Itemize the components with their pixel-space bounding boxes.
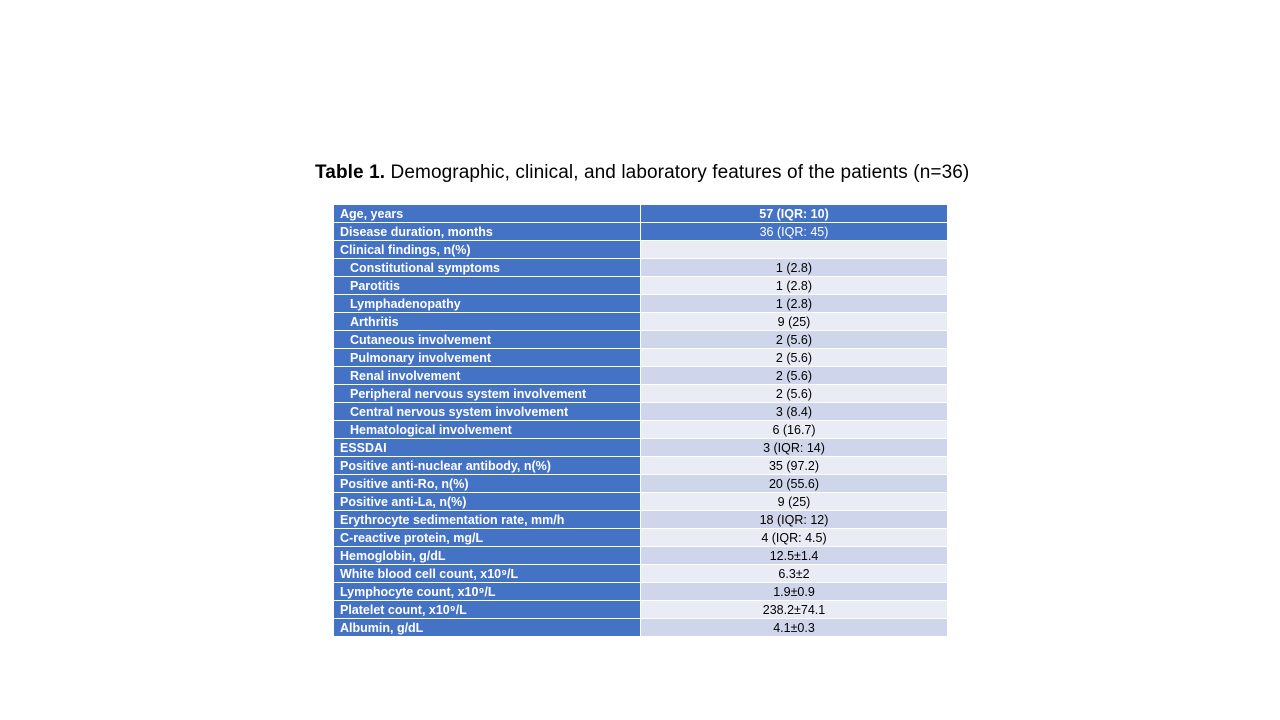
row-value: 4.1±0.3 [640, 618, 948, 637]
table-row: Platelet count, x10⁹/L 238.2±74.1 [333, 600, 948, 619]
row-value: 3 (IQR: 14) [640, 438, 948, 457]
row-label: C-reactive protein, mg/L [333, 528, 641, 547]
row-label: ESSDAI [333, 438, 641, 457]
row-value: 9 (25) [640, 492, 948, 511]
row-label: Renal involvement [333, 366, 641, 385]
table-row: Age, years 57 (IQR: 10) [333, 204, 948, 223]
table-row: Cutaneous involvement 2 (5.6) [333, 330, 948, 349]
caption-text: Demographic, clinical, and laboratory fe… [390, 162, 970, 183]
row-value: 36 (IQR: 45) [640, 222, 948, 241]
table-row: Clinical findings, n(%) [333, 240, 948, 259]
row-value: 3 (8.4) [640, 402, 948, 421]
row-value: 12.5±1.4 [640, 546, 948, 565]
row-label: Platelet count, x10⁹/L [333, 600, 641, 619]
table-row: C-reactive protein, mg/L 4 (IQR: 4.5) [333, 528, 948, 547]
row-value: 1.9±0.9 [640, 582, 948, 601]
row-value: 6 (16.7) [640, 420, 948, 439]
row-label: Constitutional symptoms [333, 258, 641, 277]
table-row: Peripheral nervous system involvement 2 (… [333, 384, 948, 403]
row-value: 2 (5.6) [640, 348, 948, 367]
row-value: 2 (5.6) [640, 366, 948, 385]
table-row: Albumin, g/dL 4.1±0.3 [333, 618, 948, 637]
features-table: Age, years 57 (IQR: 10) Disease duration, … [333, 204, 948, 637]
table-row: Disease duration, months 36 (IQR: 45) [333, 222, 948, 241]
row-label: White blood cell count, x10⁹/L [333, 564, 641, 583]
row-label: Central nervous system involvement [333, 402, 641, 421]
row-value: 18 (IQR: 12) [640, 510, 948, 529]
row-value: 2 (5.6) [640, 330, 948, 349]
row-label: Age, years [333, 204, 641, 223]
table-row: Pulmonary involvement 2 (5.6) [333, 348, 948, 367]
table-row: White blood cell count, x10⁹/L 6.3±2 [333, 564, 948, 583]
row-value: 238.2±74.1 [640, 600, 948, 619]
row-value: 57 (IQR: 10) [640, 204, 948, 223]
table-row: Erythrocyte sedimentation rate, mm/h 18 (… [333, 510, 948, 529]
row-value: 4 (IQR: 4.5) [640, 528, 948, 547]
row-label: Lymphadenopathy [333, 294, 641, 313]
row-label: Lymphocyte count, x10⁹/L [333, 582, 641, 601]
row-value: 2 (5.6) [640, 384, 948, 403]
table-row: Positive anti-nuclear antibody, n(%) 35 (… [333, 456, 948, 475]
row-value: 6.3±2 [640, 564, 948, 583]
row-value: 1 (2.8) [640, 294, 948, 313]
table-row: Renal involvement 2 (5.6) [333, 366, 948, 385]
row-value [640, 240, 948, 259]
table-container: Age, years 57 (IQR: 10) Disease duration, … [333, 204, 948, 637]
table-body: Age, years 57 (IQR: 10) Disease duration, … [333, 204, 948, 637]
row-label: Clinical findings, n(%) [333, 240, 641, 259]
row-label: Positive anti-La, n(%) [333, 492, 641, 511]
row-label: Pulmonary involvement [333, 348, 641, 367]
row-label: Disease duration, months [333, 222, 641, 241]
row-value: 35 (97.2) [640, 456, 948, 475]
table-row: Lymphocyte count, x10⁹/L 1.9±0.9 [333, 582, 948, 601]
row-value: 9 (25) [640, 312, 948, 331]
table-row: Central nervous system involvement 3 (8.4… [333, 402, 948, 421]
table-row: Constitutional symptoms 1 (2.8) [333, 258, 948, 277]
row-label: Positive anti-Ro, n(%) [333, 474, 641, 493]
table-row: Positive anti-La, n(%) 9 (25) [333, 492, 948, 511]
row-label: Hematological involvement [333, 420, 641, 439]
table-caption: Table 1. Demographic, clinical, and labo… [315, 162, 1015, 184]
table-row: Lymphadenopathy 1 (2.8) [333, 294, 948, 313]
row-value: 1 (2.8) [640, 276, 948, 295]
row-label: Albumin, g/dL [333, 618, 641, 637]
table-row: ESSDAI 3 (IQR: 14) [333, 438, 948, 457]
row-label: Cutaneous involvement [333, 330, 641, 349]
table-row: Arthritis 9 (25) [333, 312, 948, 331]
row-label: Positive anti-nuclear antibody, n(%) [333, 456, 641, 475]
row-label: Parotitis [333, 276, 641, 295]
row-label: Hemoglobin, g/dL [333, 546, 641, 565]
caption-label: Table 1. [315, 162, 386, 183]
row-value: 20 (55.6) [640, 474, 948, 493]
table-row: Hematological involvement 6 (16.7) [333, 420, 948, 439]
table-row: Positive anti-Ro, n(%) 20 (55.6) [333, 474, 948, 493]
row-label: Erythrocyte sedimentation rate, mm/h [333, 510, 641, 529]
row-label: Arthritis [333, 312, 641, 331]
table-row: Parotitis 1 (2.8) [333, 276, 948, 295]
row-label: Peripheral nervous system involvement [333, 384, 641, 403]
row-value: 1 (2.8) [640, 258, 948, 277]
table-row: Hemoglobin, g/dL 12.5±1.4 [333, 546, 948, 565]
